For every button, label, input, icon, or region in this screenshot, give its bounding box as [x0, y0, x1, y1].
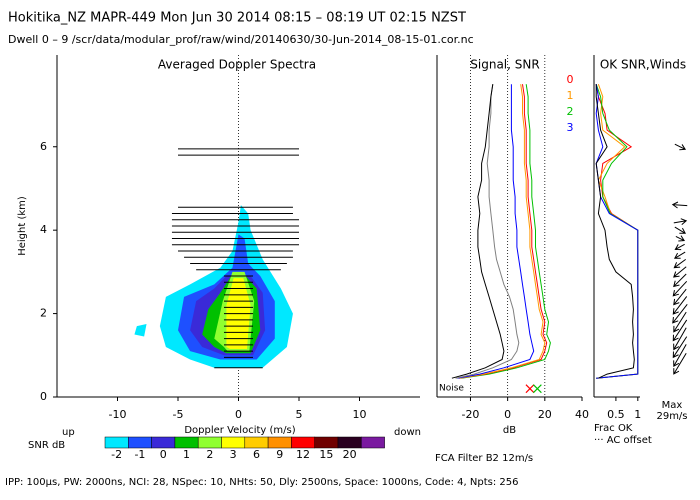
x-tick-label: 1: [634, 408, 641, 421]
colorbar-label: -1: [134, 448, 145, 461]
annotation: Max: [662, 400, 683, 411]
profile-line: [595, 84, 635, 379]
colorbar-box: [104, 436, 129, 449]
wind-arrow: [671, 201, 688, 209]
x-tick-label: 20: [538, 408, 552, 421]
profile-line: [451, 84, 505, 379]
annotation: Frac OK: [594, 423, 633, 434]
annotation: up: [62, 427, 75, 438]
colorbar-box: [361, 436, 385, 449]
x-tick-label: 0: [504, 408, 511, 421]
colorbar-box: [337, 436, 362, 449]
y-tick-label: 2: [40, 307, 47, 320]
wind-arrow: [673, 327, 687, 351]
y-axis-label: Height (km): [17, 196, 28, 256]
wind-arrow: [673, 288, 687, 306]
colorbar-box: [151, 436, 176, 449]
colorbar-label: 20: [343, 448, 357, 461]
colorbar-box: [314, 436, 339, 449]
wind-arrow: [673, 266, 687, 278]
wind-arrow: [674, 243, 685, 251]
y-tick-label: 0: [40, 390, 47, 403]
x-tick-label: -5: [173, 408, 184, 421]
wind-arrow: [672, 303, 688, 324]
annotation: 29m/s: [656, 411, 687, 422]
wind-arrow: [672, 319, 688, 342]
profile-line: [461, 84, 551, 379]
x-tick-label: 5: [296, 408, 303, 421]
x-tick-label: 0: [235, 408, 242, 421]
wind-arrow: [672, 280, 688, 297]
colorbar-box: [291, 436, 315, 449]
x-axis-label: dB: [503, 425, 516, 436]
wind-arrow: [672, 296, 688, 315]
panel-title: Averaged Doppler Spectra: [158, 58, 316, 72]
panel-title: OK SNR,Winds: [600, 58, 686, 72]
colorbar-box: [197, 436, 222, 449]
wind-arrow: [674, 226, 687, 234]
legend-entry: 0: [567, 73, 574, 86]
colorbar-label: 15: [319, 448, 333, 461]
header-line: Dwell 0 – 9 /scr/data/modular_prof/raw/w…: [8, 33, 474, 46]
profile-line: [457, 84, 535, 379]
x-tick-label: 0.5: [607, 408, 625, 421]
y-tick-label: 6: [40, 140, 47, 153]
y-tick-label: 4: [40, 223, 47, 236]
colorbar-box: [174, 436, 199, 449]
colorbar-label: 3: [230, 448, 237, 461]
legend-entry: 3: [567, 121, 574, 134]
profile-line: [459, 84, 546, 379]
wind-arrow: [673, 311, 687, 333]
legend-entry: 1: [567, 89, 574, 102]
wind-arrow: [672, 336, 688, 359]
x-tick-label: -10: [109, 408, 127, 421]
marker: [532, 384, 542, 394]
colorbar-label: 1: [183, 448, 190, 461]
annotation: FCA Filter B2 12m/s: [435, 453, 533, 464]
profile-line: [455, 84, 520, 379]
wind-arrow: [673, 251, 686, 259]
annotation: Noise: [439, 384, 464, 394]
legend-entry: 2: [567, 105, 574, 118]
colorbar-box: [128, 436, 152, 449]
profile-line: [459, 84, 548, 379]
colorbar-label: 0: [160, 448, 167, 461]
contour-region: [134, 324, 147, 337]
colorbar-label: 2: [206, 448, 213, 461]
x-tick-label: 40: [575, 408, 589, 421]
x-tick-label: 10: [353, 408, 367, 421]
wind-arrow: [673, 344, 687, 367]
profile-line: [595, 84, 639, 379]
wind-arrow: [674, 143, 687, 151]
colorbar-label: 12: [296, 448, 310, 461]
colorbar-title: SNR dB: [28, 440, 65, 451]
x-tick-label: -20: [461, 408, 479, 421]
wind-arrow: [675, 235, 686, 242]
wind-arrow: [673, 353, 687, 375]
wind-arrow: [673, 258, 686, 269]
colorbar-box: [221, 436, 246, 449]
x-axis-label: Doppler Velocity (m/s): [184, 425, 295, 436]
panel-title: Signal, SNR: [470, 58, 539, 72]
wind-arrow: [673, 273, 687, 288]
colorbar-label: 9: [276, 448, 283, 461]
wind-arrow: [673, 218, 688, 225]
header-line: Hokitika_NZ MAPR-449 Mon Jun 30 2014 08:…: [8, 11, 466, 26]
annotation: down: [394, 427, 421, 438]
marker: [525, 384, 535, 394]
colorbar-box: [267, 436, 292, 449]
footer: IPP: 100µs, PW: 2000ns, NCI: 28, NSpec: …: [5, 477, 518, 488]
colorbar-label: 6: [253, 448, 260, 461]
annotation: ··· AC offset: [594, 435, 652, 446]
colorbar-label: -2: [111, 448, 122, 461]
colorbar-box: [244, 436, 269, 449]
